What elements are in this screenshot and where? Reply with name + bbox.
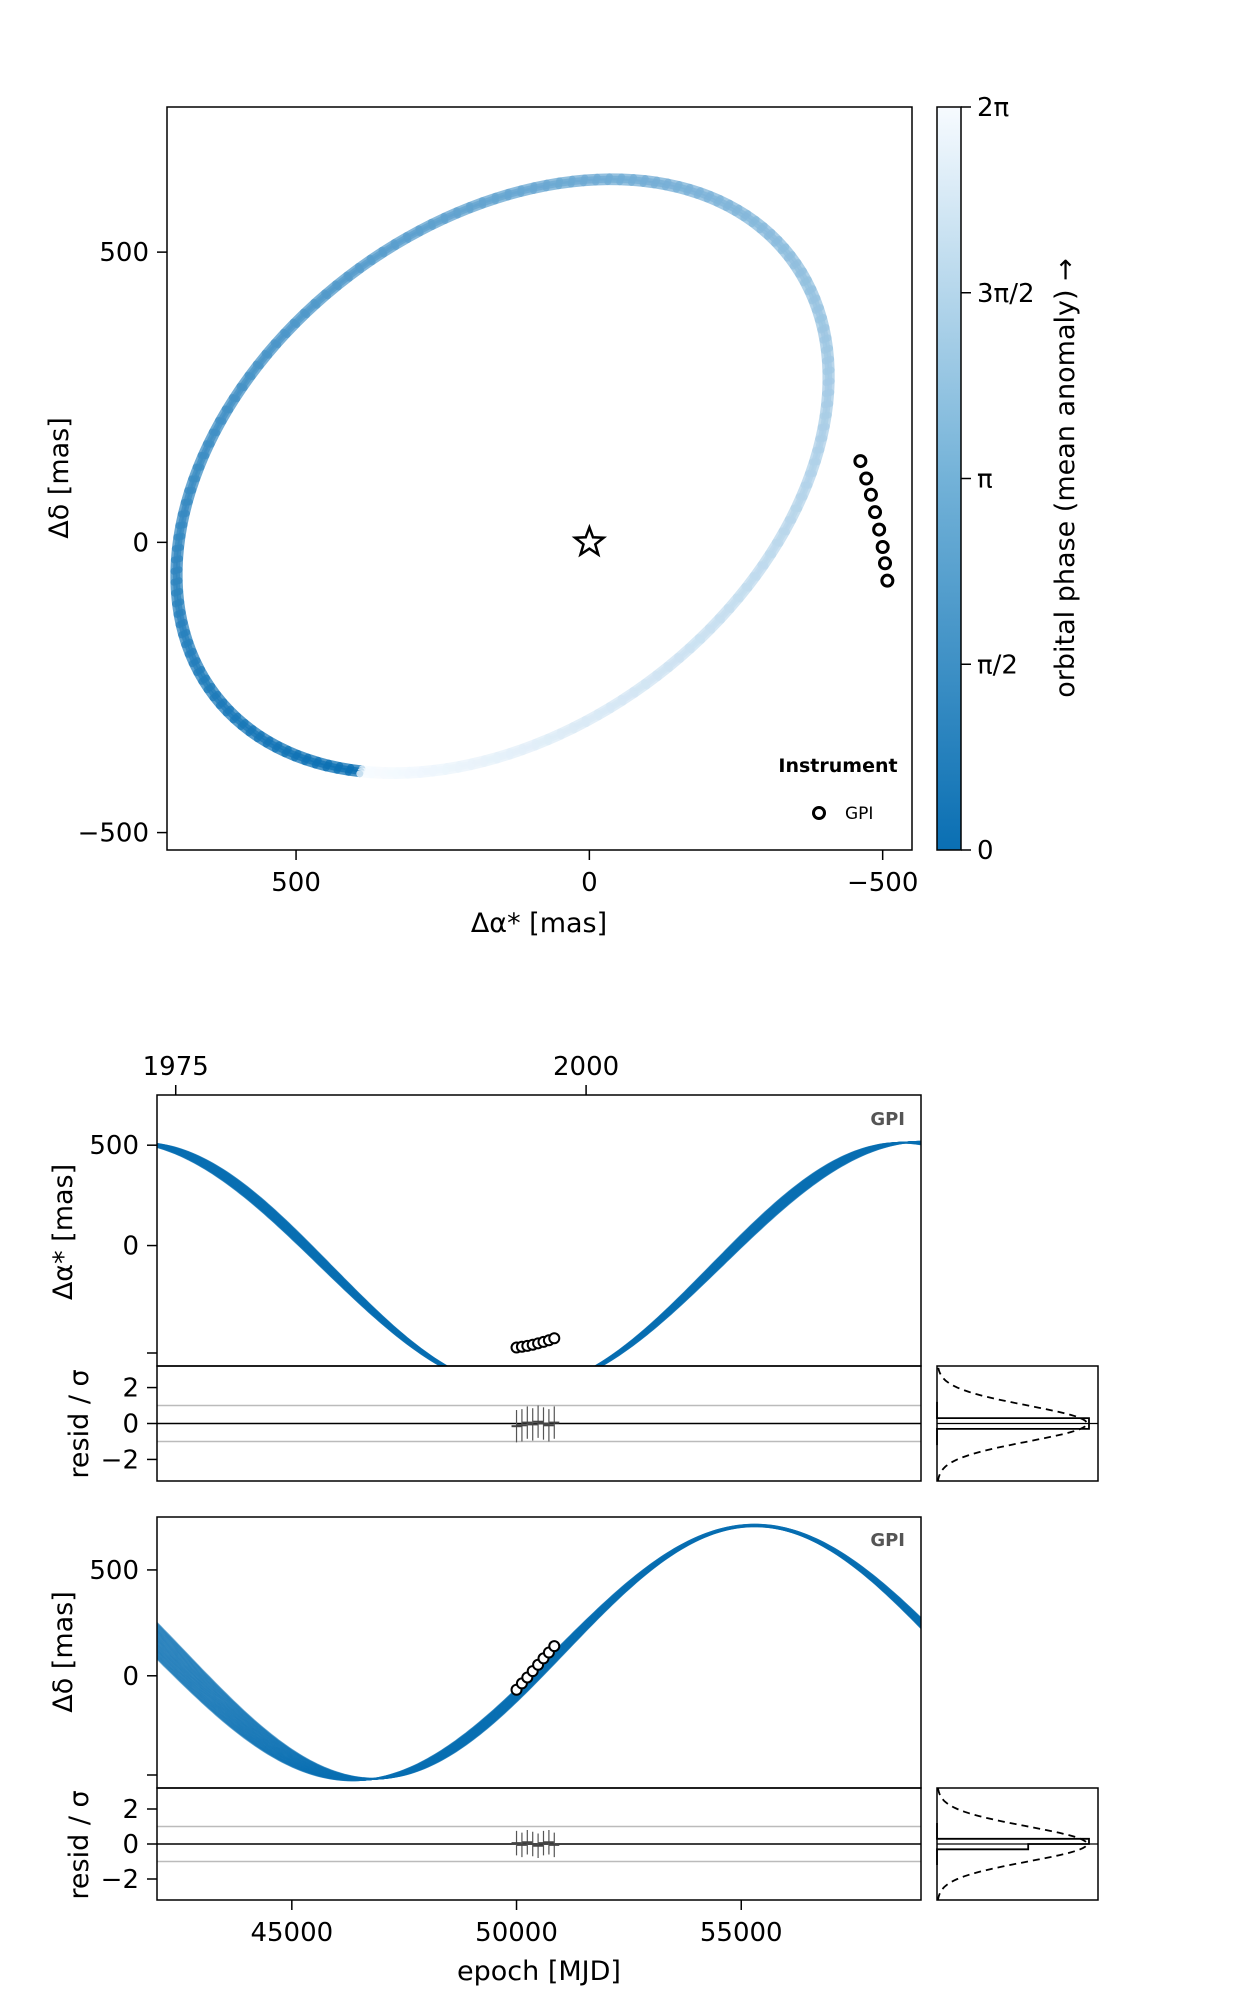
star-icon	[571, 523, 608, 558]
dec-residual-panel: 2 0 −2 45000 50000 55000 resid / σ epoch [MJD…	[64, 1787, 1099, 1987]
orbit-point	[872, 522, 887, 537]
orbit-segment	[356, 770, 376, 779]
epoch-xlabel: epoch [MJD]	[457, 1956, 621, 1987]
orbit-point	[875, 539, 890, 554]
dec-data-points	[510, 1640, 561, 1696]
star-marker	[571, 523, 608, 558]
colorbar: 0 π/2 π 3π/2 2π orbital phase (mean anomaly)…	[936, 93, 1081, 866]
orbit-point	[868, 505, 883, 520]
ra-residual-axes: 2 0 −2	[101, 1374, 157, 1475]
ra-axes: 500 0	[89, 1131, 157, 1354]
xtick-label: 50000	[475, 1918, 558, 1948]
legend-marker	[812, 806, 826, 820]
dec-instrument-label: GPI	[870, 1530, 905, 1551]
ytick-label: −2	[101, 1445, 139, 1475]
ra-residual-panel: 2 0 −2 resid / σ	[64, 1365, 1099, 1482]
data-point	[548, 1640, 561, 1653]
colorbar-tick-label: π	[977, 465, 993, 495]
orbit-xlabel: Δα* [mas]	[471, 908, 607, 939]
orbit-ylabel: Δδ [mas]	[44, 417, 75, 539]
ytick-label: 2	[122, 1795, 139, 1825]
ra-frame	[156, 1094, 922, 1367]
orbit-ytick-label: 500	[99, 238, 149, 268]
ra-data-points	[510, 1332, 561, 1354]
orbit-axes: 500 0 −500 500 0 −500	[78, 238, 919, 898]
year-tick-label: 2000	[553, 1052, 619, 1082]
orbit-band	[170, 173, 835, 779]
orbit-point	[863, 487, 878, 502]
colorbar-gradient	[936, 106, 962, 851]
xtick-label: 55000	[700, 1918, 783, 1948]
orbit-point	[859, 471, 874, 486]
xtick-label: 45000	[250, 1918, 333, 1948]
colorbar-label: orbital phase (mean anomaly) →	[1050, 258, 1081, 697]
dec-time-panel: 500 0 GPI Δδ [mas]	[48, 1516, 922, 1789]
dec-ylabel: Δδ [mas]	[48, 1591, 79, 1713]
orbit-xtick-label: −500	[847, 868, 918, 898]
ytick-label: 0	[122, 1830, 139, 1860]
year-tick-label: 1975	[143, 1052, 209, 1082]
colorbar-tick-label: 2π	[977, 93, 1009, 123]
orbit-ytick-label: −500	[78, 819, 149, 849]
ytick-label: −2	[101, 1865, 139, 1895]
year-axis: 1975 2000	[143, 1052, 619, 1095]
dec-residual-ylabel: resid / σ	[64, 1790, 95, 1899]
ra-instrument-label: GPI	[870, 1109, 905, 1130]
ra-model-curves	[157, 1140, 921, 1366]
orbit-point	[878, 556, 893, 571]
gaussian-reference	[937, 1787, 1088, 1901]
ra-residual-points	[511, 1405, 560, 1443]
legend-title: Instrument	[778, 755, 897, 777]
ra-residual-histogram	[936, 1365, 1099, 1482]
orbit-xtick-label: 0	[581, 868, 598, 898]
orbit-point	[853, 454, 868, 469]
ra-time-panel: 500 0 1975 2000 GPI Δα* [mas]	[48, 1052, 922, 1367]
model-curve	[157, 1141, 921, 1366]
dec-model-curves	[157, 1523, 921, 1782]
colorbar-tick-label: 3π/2	[977, 279, 1035, 309]
dec-residual-histogram	[936, 1787, 1099, 1901]
dec-residual-axes: 2 0 −2 45000 50000 55000	[101, 1795, 783, 1948]
dec-residual-points	[511, 1830, 560, 1858]
colorbar-ticks: 0 π/2 π 3π/2 2π	[961, 93, 1035, 866]
dec-axes: 500 0	[89, 1556, 157, 1776]
legend-item-gpi: GPI	[845, 804, 873, 824]
ytick-label: 500	[89, 1556, 139, 1586]
model-curve	[157, 1140, 921, 1366]
colorbar-tick-label: π/2	[977, 650, 1018, 680]
data-point	[548, 1332, 561, 1345]
orbit-point	[880, 573, 895, 588]
ytick-label: 2	[122, 1374, 139, 1404]
gaussian-reference	[937, 1365, 1088, 1482]
ytick-label: 0	[122, 1410, 139, 1440]
model-curve	[157, 1524, 921, 1781]
legend: Instrument GPI	[778, 755, 897, 824]
ytick-label: 500	[89, 1131, 139, 1161]
colorbar-tick-label: 0	[977, 836, 994, 866]
orbit-panel: 500 0 −500 500 0 −500 Δα* [mas] Δδ [mas] Inst…	[44, 93, 1081, 939]
ytick-label: 0	[122, 1662, 139, 1692]
orbit-frame	[166, 106, 913, 851]
orbit-data-points	[853, 454, 895, 588]
ra-ylabel: Δα* [mas]	[48, 1164, 79, 1300]
orbit-ytick-label: 0	[132, 528, 149, 558]
ra-residual-ylabel: resid / σ	[64, 1369, 95, 1478]
orbit-xtick-label: 500	[271, 868, 321, 898]
ytick-label: 0	[122, 1232, 139, 1262]
